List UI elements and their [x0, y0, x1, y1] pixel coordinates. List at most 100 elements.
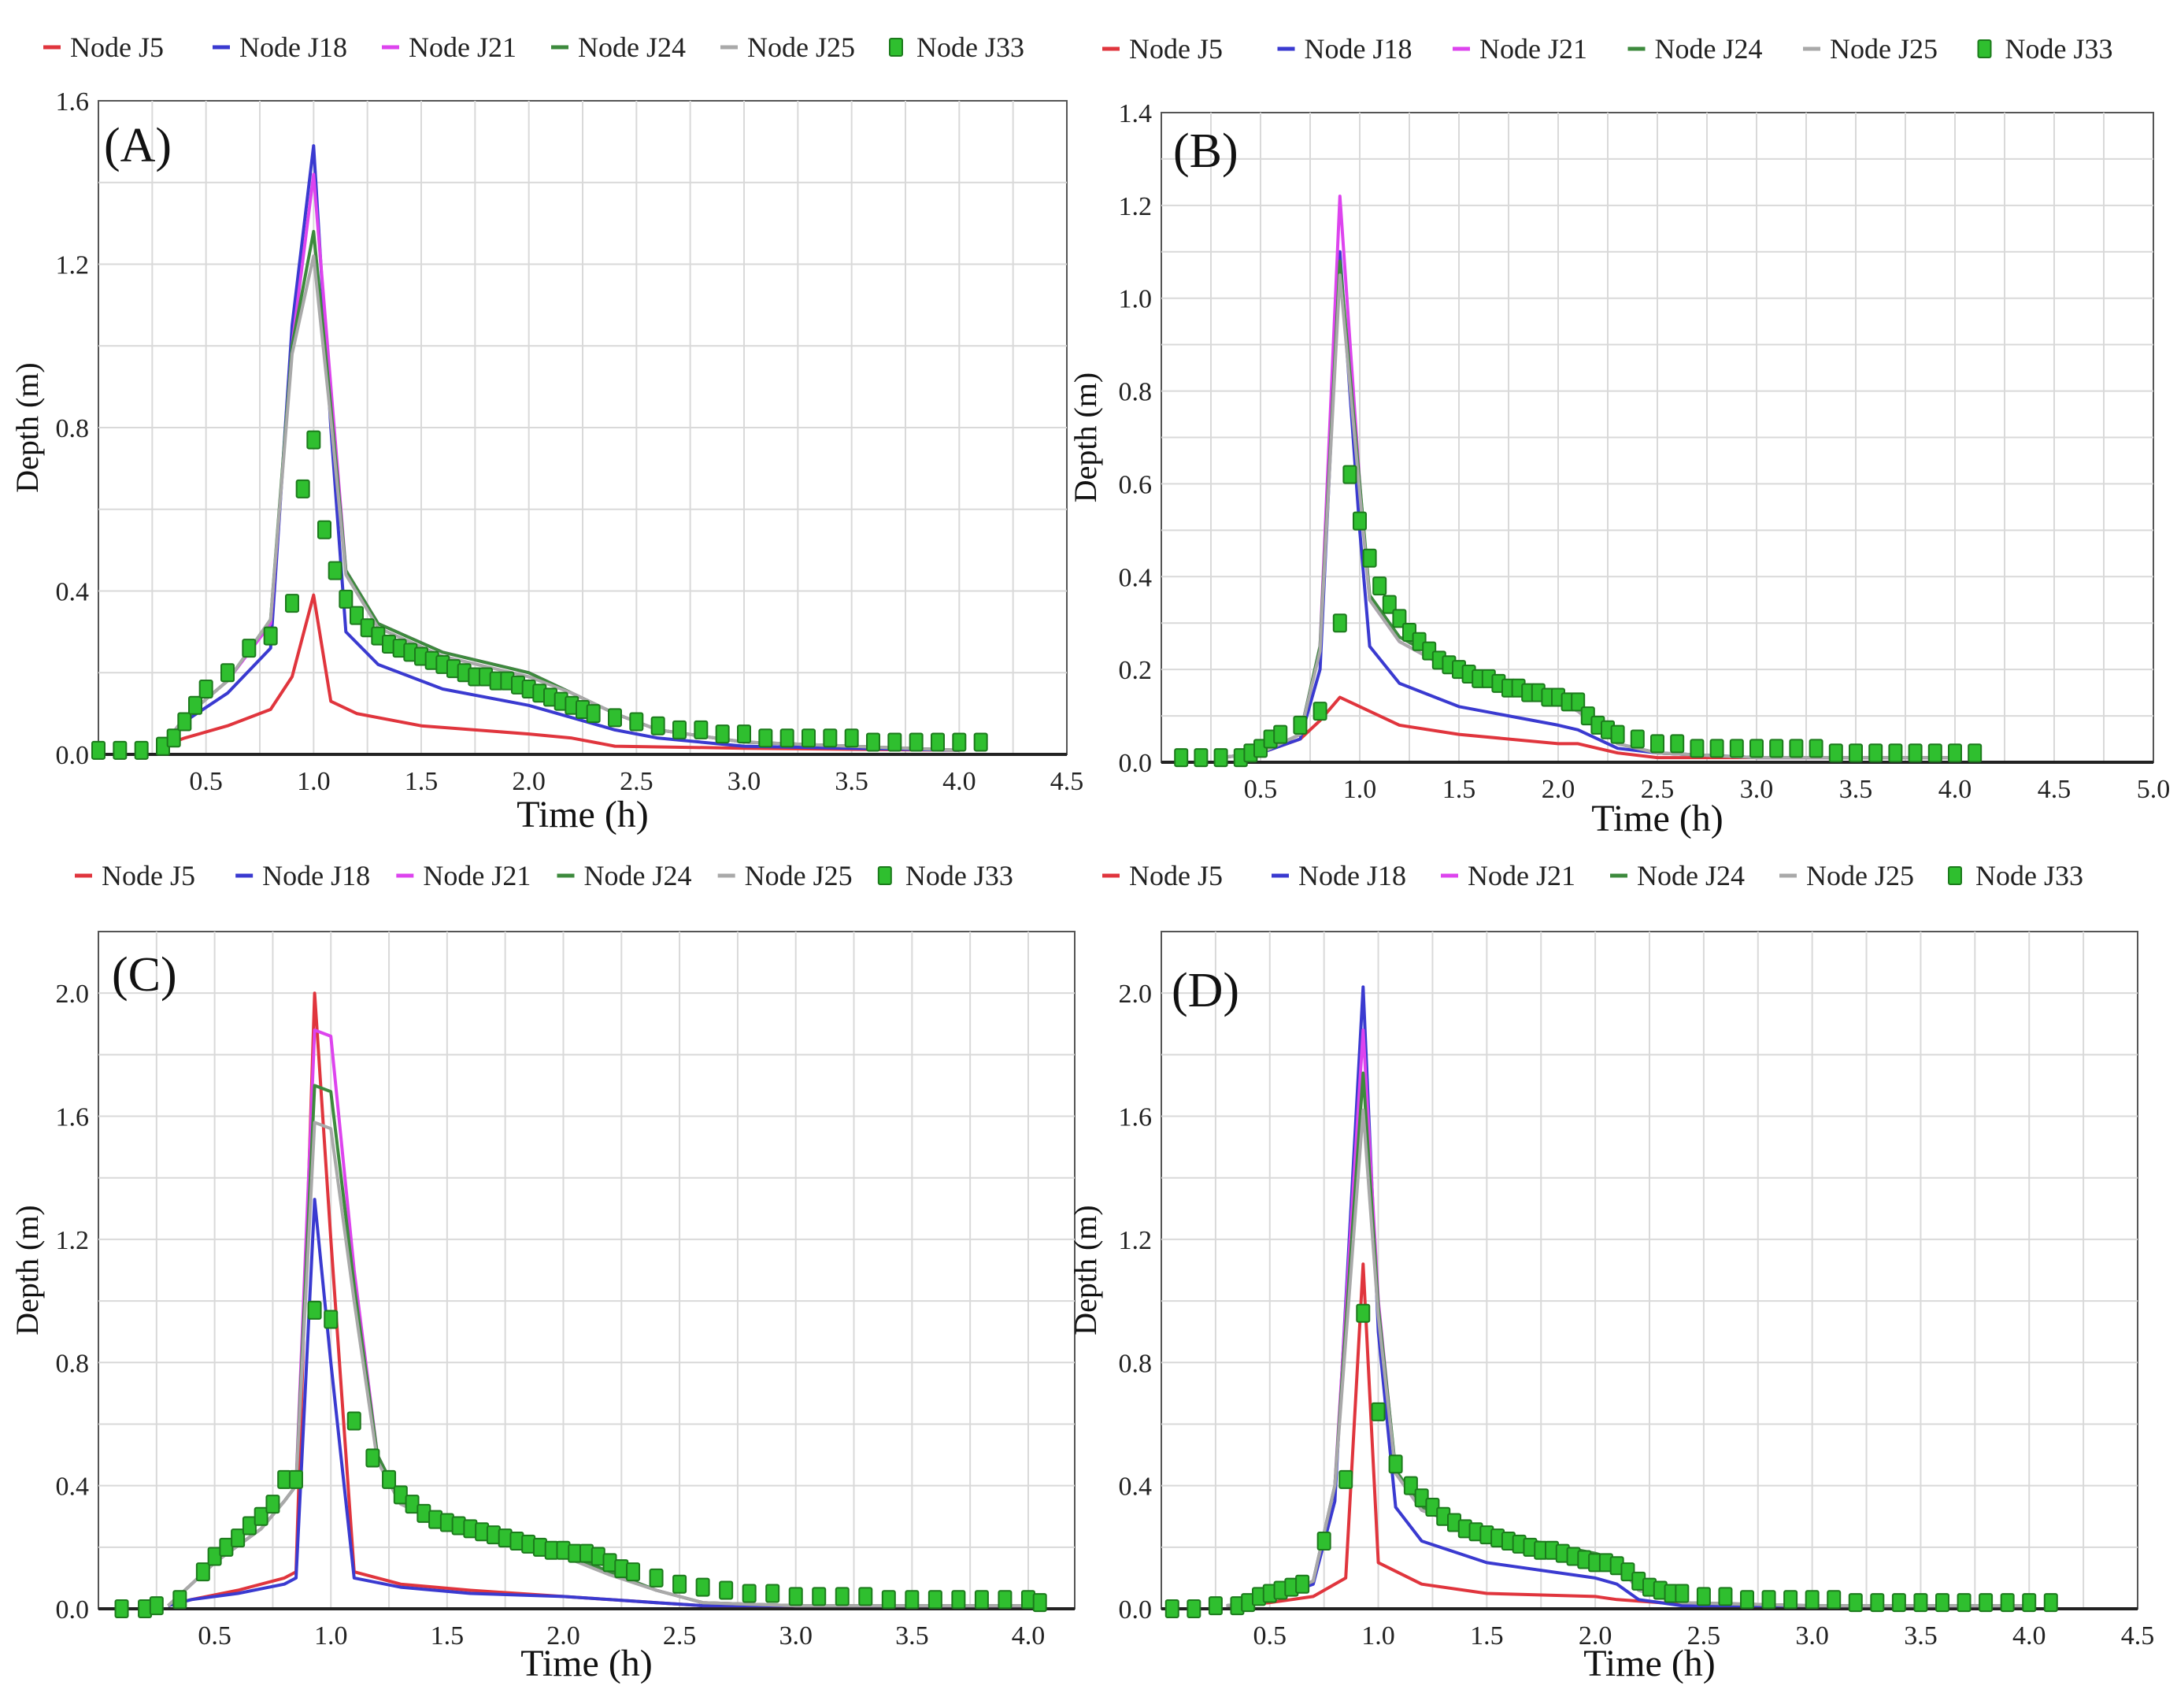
data-point	[1870, 1593, 1885, 1613]
data-point	[188, 695, 202, 715]
y-tick-label: 0.6	[1119, 470, 1153, 499]
legend: Node J5 Node J18 Node J21 Node J24 Node J25 N…	[1102, 860, 2083, 891]
chart-panel-4: 0.5 1.0 1.5 2.0 2.5 3.0 3.5 4.0 4.5 0.0 0.4 0.8 1.2 1…	[1068, 860, 2154, 1684]
data-point	[1827, 1590, 1842, 1610]
data-point	[1783, 1590, 1798, 1610]
y-tick-label: 0.4	[1119, 1473, 1153, 1502]
plot-area	[98, 931, 1076, 1610]
data-point	[219, 1537, 234, 1557]
legend-item: Node J25	[1803, 33, 1938, 65]
series-node-j25	[1220, 273, 1955, 760]
legend-label: Node J18	[239, 31, 347, 63]
y-tick-label: 1.2	[56, 1226, 90, 1255]
data-point	[1362, 548, 1377, 568]
data-point	[417, 1503, 431, 1523]
legend-label: Node J24	[578, 31, 686, 63]
data-point	[602, 1553, 617, 1573]
x-tick-label: 4.0	[1938, 775, 1972, 804]
data-point	[951, 1590, 966, 1610]
data-point	[2022, 1593, 2037, 1613]
data-point	[629, 712, 644, 732]
x-tick-label: 3.0	[728, 767, 761, 796]
data-point	[1908, 743, 1923, 763]
x-axis-label: Time (h)	[1583, 1643, 1716, 1684]
legend-label: Node J5	[70, 31, 164, 63]
data-point	[198, 680, 213, 698]
y-tick-label: 1.4	[1119, 99, 1153, 128]
data-point	[1968, 743, 1983, 763]
series-node-j5	[162, 593, 960, 752]
data-point	[974, 1590, 989, 1610]
x-tick-label: 1.0	[1343, 775, 1377, 804]
panel-label: (A)	[104, 119, 172, 172]
data-point	[1809, 739, 1823, 758]
data-point	[881, 1590, 896, 1610]
data-point	[172, 1590, 187, 1610]
data-point	[1388, 1454, 1403, 1474]
data-point	[138, 1599, 153, 1618]
y-tick-label: 0.8	[56, 1349, 90, 1378]
data-point	[1805, 1590, 1820, 1610]
legend-label: Node J33	[1975, 860, 2083, 891]
data-point	[263, 626, 278, 646]
series-node-j18	[161, 144, 960, 752]
legend: Node J5 Node J18 Node J21 Node J24 Node J25 N…	[75, 860, 1013, 891]
data-point	[231, 1528, 246, 1548]
data-point	[544, 1540, 559, 1560]
data-point	[998, 1590, 1013, 1610]
y-tick-label: 1.2	[56, 251, 90, 280]
data-point	[1372, 576, 1387, 596]
legend-item: Node J33	[877, 860, 1013, 891]
data-point	[1957, 1593, 1972, 1613]
data-point	[451, 1516, 466, 1536]
data-point	[608, 708, 622, 728]
data-point	[1194, 748, 1209, 768]
data-point	[1174, 748, 1189, 768]
data-point	[1690, 739, 1705, 758]
data-point	[277, 1469, 292, 1489]
legend-label: Node J5	[102, 860, 195, 891]
x-tick-label: 2.0	[1579, 1621, 1612, 1651]
data-point	[672, 720, 687, 739]
legend-label: Node J18	[1305, 33, 1412, 65]
data-point	[1888, 743, 1903, 763]
y-tick-label: 0.0	[1119, 749, 1153, 778]
data-point	[1187, 1599, 1201, 1618]
data-point	[346, 1411, 361, 1431]
legend-label: Node J33	[916, 31, 1024, 63]
legend-marker	[877, 866, 892, 885]
legend-item: Node J25	[717, 860, 853, 891]
y-tick-label: 0.4	[1119, 563, 1153, 592]
data-point	[742, 1584, 757, 1603]
data-point	[405, 1495, 420, 1514]
x-tick-label: 4.5	[2038, 775, 2071, 804]
series-node-j33	[1164, 1303, 2058, 1618]
data-point	[695, 1577, 710, 1597]
x-tick-label: 3.0	[1740, 775, 1774, 804]
y-tick-label: 1.2	[1119, 192, 1153, 221]
legend-item: Node J33	[1948, 860, 2083, 891]
data-point	[1032, 1593, 1047, 1613]
data-point	[265, 1495, 280, 1514]
grid	[98, 101, 1067, 754]
data-point	[1208, 1596, 1223, 1616]
data-point	[591, 1547, 605, 1566]
data-point	[1891, 1593, 1906, 1613]
data-point	[844, 728, 859, 748]
data-point	[1382, 595, 1397, 614]
legend-marker	[889, 38, 903, 57]
x-axis-label: Time (h)	[516, 794, 649, 835]
panel-label: (C)	[112, 948, 177, 1002]
panel-label: (D)	[1172, 964, 1239, 1017]
data-point	[823, 728, 838, 748]
data-point	[1828, 743, 1843, 763]
data-point	[1927, 743, 1942, 763]
data-point	[207, 1547, 222, 1566]
data-point	[475, 1522, 490, 1542]
y-tick-label: 0.8	[1119, 1349, 1153, 1378]
data-point	[1356, 1303, 1371, 1323]
data-point	[887, 732, 902, 752]
x-tick-label: 2.0	[546, 1621, 580, 1651]
